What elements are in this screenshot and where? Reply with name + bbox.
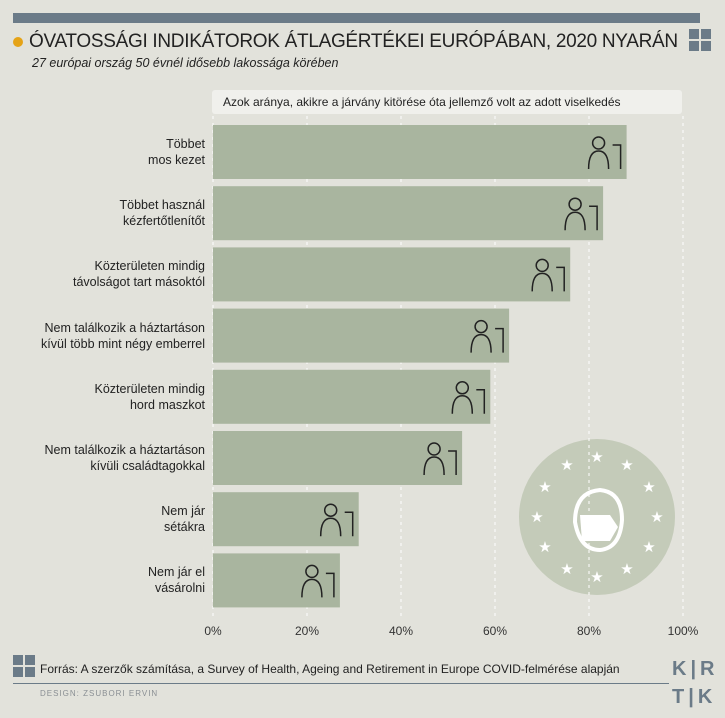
eu-star-icon: ★ <box>560 561 573 578</box>
page-title: ÓVATOSSÁGI INDIKÁTOROK ÁTLAGÉRTÉKEI EURÓ… <box>29 31 678 52</box>
eu-star-icon: ★ <box>590 569 603 586</box>
page-subtitle: 27 európai ország 50 évnél idősebb lakos… <box>32 56 339 70</box>
category-label: Többet mos kezet <box>148 137 205 167</box>
eu-star-icon: ★ <box>560 457 573 474</box>
source-square <box>13 667 23 677</box>
source-square <box>25 655 35 665</box>
x-tick-label: 60% <box>482 624 508 638</box>
bar <box>213 369 491 424</box>
eu-star-icon: ★ <box>530 509 543 526</box>
x-tick-label: 40% <box>388 624 414 638</box>
handwashing-icon <box>587 136 622 170</box>
bar <box>213 492 359 547</box>
eu-star-icon: ★ <box>620 561 633 578</box>
category-label: Nem jár sétákra <box>161 504 205 535</box>
chart-title: Azok aránya, akikre a járvány kitörése ó… <box>212 90 682 114</box>
eu-star-icon: ★ <box>590 449 603 466</box>
x-tick-label: 0% <box>204 624 222 638</box>
bar <box>213 186 604 241</box>
krtk-logo: K|R T|K <box>672 658 719 708</box>
eu-star-icon: ★ <box>642 539 655 556</box>
category-label: Közterületen mindig hord maszkot <box>94 381 205 412</box>
footer-divider <box>13 683 669 684</box>
source-square <box>25 667 35 677</box>
group-crossed-icon <box>470 319 504 353</box>
category-label: Többet használ kézfertőtlenítőt <box>119 198 205 229</box>
mask-person-icon <box>451 381 486 414</box>
category-label: Nem találkozik a háztartáson kívül több … <box>41 320 205 351</box>
category-label: Közterületen mindig távolságot tart máso… <box>72 259 205 290</box>
bar <box>213 431 463 485</box>
corner-square <box>689 13 699 23</box>
hand-sanitizer-icon <box>564 197 598 231</box>
bar <box>213 553 340 608</box>
source-text: Forrás: A szerzők számítása, a Survey of… <box>40 662 620 676</box>
corner-square <box>689 41 699 51</box>
bar <box>213 125 627 179</box>
category-label: Nem találkozik a háztartáson kívüli csal… <box>44 443 206 473</box>
x-tick-label: 100% <box>667 624 699 638</box>
mask-face-icon <box>572 487 625 553</box>
family-meeting-crossed-icon <box>423 442 457 476</box>
face-mask-icon <box>580 515 618 541</box>
bar <box>213 247 571 302</box>
eu-star-icon: ★ <box>620 457 633 474</box>
eu-star-icon: ★ <box>650 509 663 526</box>
bar <box>213 308 510 363</box>
corner-square <box>689 29 699 39</box>
title-bullet <box>13 37 23 47</box>
corner-square <box>701 41 711 51</box>
corner-square <box>701 29 711 39</box>
header-bar <box>13 13 700 23</box>
design-credit: DESIGN: ZSUBORI ERVIN <box>40 689 159 698</box>
eu-star-icon: ★ <box>538 539 551 556</box>
category-label: Nem jár el vásárolni <box>148 565 205 596</box>
x-tick-label: 80% <box>576 624 602 638</box>
walking-crossed-icon <box>319 503 354 537</box>
source-square <box>13 655 23 665</box>
eu-star-icon: ★ <box>538 479 551 496</box>
social-distance-icon <box>531 258 565 292</box>
eu-star-icon: ★ <box>642 479 655 496</box>
x-tick-label: 20% <box>294 624 320 638</box>
shopping-crossed-icon <box>301 564 335 598</box>
